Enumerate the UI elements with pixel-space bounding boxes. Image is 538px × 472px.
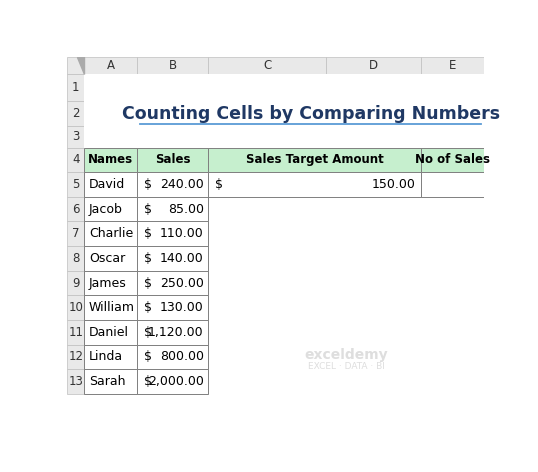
Text: 800.00: 800.00 <box>160 350 204 363</box>
Bar <box>67 101 84 126</box>
Text: Oscar: Oscar <box>89 252 125 265</box>
Text: C: C <box>263 59 271 72</box>
Text: No of Sales: No of Sales <box>415 153 490 166</box>
Text: 12: 12 <box>68 350 83 363</box>
Bar <box>67 320 84 345</box>
Bar <box>67 197 84 221</box>
Bar <box>421 147 484 172</box>
Text: David: David <box>89 178 125 191</box>
Bar <box>84 57 137 74</box>
Bar <box>208 57 326 74</box>
Bar <box>84 295 137 320</box>
Text: 13: 13 <box>68 375 83 388</box>
Bar <box>208 147 421 172</box>
Text: 240.00: 240.00 <box>160 178 204 191</box>
Bar <box>137 147 208 172</box>
Text: $: $ <box>144 350 152 363</box>
Bar <box>67 295 84 320</box>
Text: 150.00: 150.00 <box>372 178 416 191</box>
Text: 11: 11 <box>68 326 83 339</box>
Bar <box>137 345 208 369</box>
Bar <box>326 57 421 74</box>
Text: $: $ <box>144 326 152 339</box>
Text: Charlie: Charlie <box>89 227 133 240</box>
Text: $: $ <box>215 178 223 191</box>
Bar <box>84 74 484 394</box>
Text: $: $ <box>144 277 152 289</box>
Text: 2: 2 <box>72 107 80 120</box>
Bar <box>84 197 137 221</box>
Bar <box>84 246 137 271</box>
Bar <box>137 172 208 197</box>
Bar <box>84 345 137 369</box>
Bar <box>67 147 84 172</box>
Text: Sales: Sales <box>155 153 190 166</box>
Bar <box>137 197 208 221</box>
Text: Jacob: Jacob <box>89 202 123 216</box>
Text: 110.00: 110.00 <box>160 227 204 240</box>
Bar <box>84 271 137 295</box>
Text: A: A <box>107 59 115 72</box>
Bar <box>67 126 84 147</box>
Text: EXCEL · DATA · BI: EXCEL · DATA · BI <box>308 362 385 371</box>
Text: $: $ <box>144 252 152 265</box>
Text: $: $ <box>144 227 152 240</box>
Text: 7: 7 <box>72 227 80 240</box>
Text: Sarah: Sarah <box>89 375 125 388</box>
Bar <box>67 369 84 394</box>
Bar <box>67 345 84 369</box>
Text: 2,000.00: 2,000.00 <box>148 375 204 388</box>
Text: Sales Target Amount: Sales Target Amount <box>246 153 384 166</box>
Bar <box>421 172 484 197</box>
Bar <box>137 369 208 394</box>
Bar <box>421 57 484 74</box>
Text: 250.00: 250.00 <box>160 277 204 289</box>
Text: 1: 1 <box>72 81 80 94</box>
Text: 8: 8 <box>72 252 80 265</box>
Bar <box>67 74 84 101</box>
Bar <box>84 172 137 197</box>
Bar <box>84 221 137 246</box>
Text: B: B <box>168 59 176 72</box>
Polygon shape <box>76 57 84 74</box>
Text: 5: 5 <box>72 178 80 191</box>
Bar <box>84 147 137 172</box>
Text: Daniel: Daniel <box>89 326 129 339</box>
Text: 4: 4 <box>72 153 80 166</box>
Text: E: E <box>449 59 456 72</box>
Text: $: $ <box>144 375 152 388</box>
Bar <box>67 271 84 295</box>
Text: exceldemy: exceldemy <box>305 348 388 362</box>
Bar <box>208 172 421 197</box>
Bar <box>137 320 208 345</box>
Bar <box>67 221 84 246</box>
Text: Counting Cells by Comparing Numbers: Counting Cells by Comparing Numbers <box>122 105 500 123</box>
Text: Names: Names <box>88 153 133 166</box>
Text: 85.00: 85.00 <box>168 202 204 216</box>
Text: Linda: Linda <box>89 350 123 363</box>
Bar <box>84 320 137 345</box>
Text: 1,120.00: 1,120.00 <box>148 326 204 339</box>
Text: James: James <box>89 277 127 289</box>
Text: 10: 10 <box>68 301 83 314</box>
Text: 6: 6 <box>72 202 80 216</box>
Bar <box>67 246 84 271</box>
Bar <box>67 57 84 74</box>
Text: 3: 3 <box>72 130 80 143</box>
Text: 9: 9 <box>72 277 80 289</box>
Bar <box>67 172 84 197</box>
Text: 130.00: 130.00 <box>160 301 204 314</box>
Text: $: $ <box>144 202 152 216</box>
Text: $: $ <box>144 178 152 191</box>
Text: $: $ <box>144 301 152 314</box>
Text: William: William <box>89 301 135 314</box>
Bar <box>137 57 208 74</box>
Text: D: D <box>369 59 378 72</box>
Bar <box>137 271 208 295</box>
Text: 140.00: 140.00 <box>160 252 204 265</box>
Bar <box>137 246 208 271</box>
Bar <box>84 369 137 394</box>
Bar <box>137 295 208 320</box>
Bar <box>137 221 208 246</box>
